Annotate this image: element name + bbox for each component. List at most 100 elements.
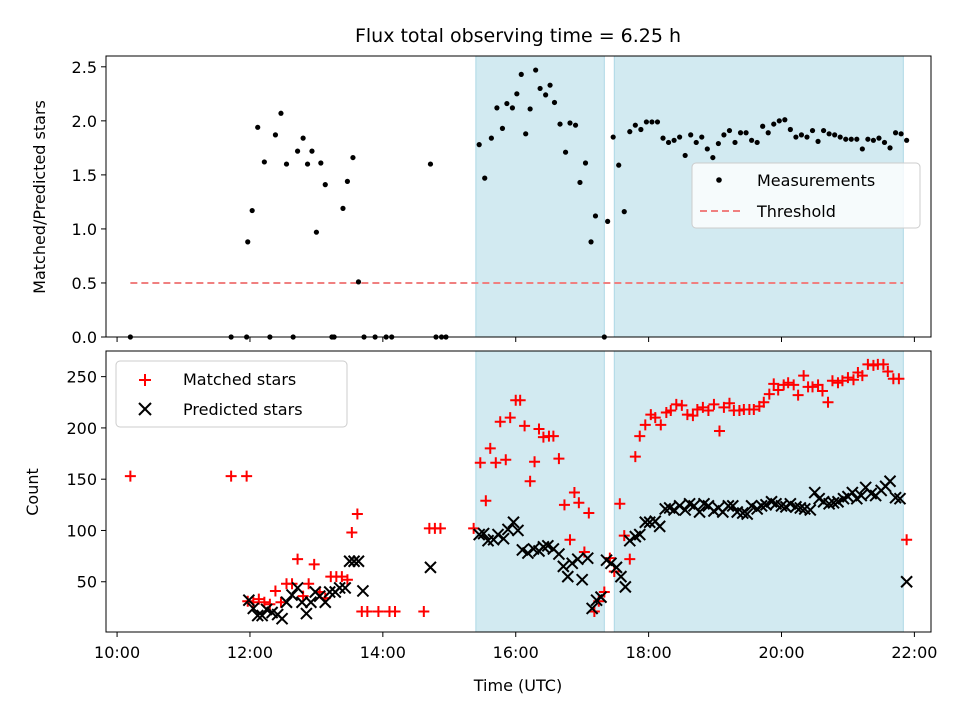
measurement-point bbox=[671, 137, 677, 143]
measurement-point bbox=[588, 239, 594, 245]
predicted-star-point bbox=[566, 557, 579, 570]
measurement-point bbox=[704, 146, 710, 152]
measurement-point bbox=[533, 67, 539, 73]
measurement-point bbox=[300, 135, 306, 141]
measurement-point bbox=[562, 149, 569, 155]
measurement-point bbox=[427, 161, 434, 167]
matched-star-point bbox=[687, 410, 699, 422]
observing-window bbox=[475, 55, 605, 338]
top-legend: Measurements Threshold bbox=[691, 162, 921, 229]
measurement-point bbox=[749, 137, 755, 143]
measurement-point bbox=[654, 119, 661, 125]
predicted-star-point bbox=[537, 540, 550, 554]
predicted-star-point bbox=[693, 505, 706, 519]
measurement-point bbox=[804, 134, 810, 140]
legend-predicted-label: Predicted stars bbox=[183, 400, 303, 419]
measurement-point bbox=[892, 130, 899, 136]
measurement-point bbox=[537, 85, 543, 92]
matched-star-point bbox=[303, 578, 315, 590]
measurement-point bbox=[887, 145, 893, 151]
matched-star-point bbox=[418, 605, 430, 617]
predicted-star-point bbox=[300, 607, 313, 620]
predicted-star-point bbox=[575, 573, 589, 586]
measurement-point bbox=[355, 279, 362, 285]
matched-star-point bbox=[494, 416, 506, 428]
predicted-star-point bbox=[736, 506, 749, 520]
matched-star-point bbox=[758, 396, 770, 408]
predicted-star-point bbox=[889, 491, 902, 504]
bottom-legend: Matched stars Predicted stars bbox=[115, 360, 348, 428]
x-tick-label: 10:00 bbox=[94, 643, 140, 662]
x-tick-label: 18:00 bbox=[626, 643, 672, 662]
predicted-star-point bbox=[552, 547, 566, 561]
measurement-point bbox=[255, 124, 261, 130]
predicted-star-point bbox=[338, 581, 352, 595]
matched-star-point bbox=[484, 442, 496, 454]
legend-predicted-marker bbox=[138, 402, 152, 416]
measurement-point bbox=[632, 122, 638, 128]
matched-star-point bbox=[529, 456, 541, 468]
predicted-star-point bbox=[511, 524, 525, 537]
measurement-point bbox=[776, 118, 782, 124]
matched-star-point bbox=[847, 374, 859, 386]
x-tick-label: 16:00 bbox=[493, 643, 539, 662]
measurement-point bbox=[693, 139, 699, 146]
measurement-point bbox=[721, 132, 727, 138]
bottom-panel: 50 100 150 200 250 10:00 12:00 14:00 16:00 18:00… bbox=[23, 350, 937, 695]
measurement-point bbox=[322, 182, 328, 188]
measurement-point bbox=[881, 139, 888, 146]
matched-star-point bbox=[361, 605, 373, 617]
matched-star-point bbox=[533, 423, 545, 435]
matched-star-point bbox=[573, 497, 585, 509]
predicted-star-point bbox=[653, 520, 666, 533]
predicted-star-point bbox=[477, 527, 490, 540]
matched-star-point bbox=[768, 378, 780, 390]
matched-star-point bbox=[389, 605, 401, 617]
observing-window bbox=[613, 350, 904, 633]
measurement-point bbox=[732, 139, 738, 146]
measurement-point bbox=[876, 135, 882, 141]
matched-star-point bbox=[713, 425, 725, 437]
matched-star-point bbox=[788, 379, 800, 391]
measurement-point bbox=[272, 132, 279, 138]
measurement-point bbox=[649, 119, 655, 125]
predicted-star-point bbox=[614, 570, 628, 583]
matched-star-point bbox=[862, 358, 874, 370]
measurement-point bbox=[577, 179, 583, 186]
matched-star-point bbox=[649, 412, 661, 424]
measurement-point bbox=[848, 136, 854, 142]
legend-matched-marker bbox=[139, 374, 151, 386]
matched-star-point bbox=[702, 404, 714, 416]
measurement-point bbox=[865, 136, 871, 142]
measurement-point bbox=[509, 105, 516, 111]
measurement-point bbox=[592, 213, 599, 219]
measurement-point bbox=[737, 130, 744, 136]
matched-star-point bbox=[524, 475, 536, 487]
predicted-star-point bbox=[497, 532, 510, 545]
predicted-star-point bbox=[557, 560, 570, 573]
measurement-point bbox=[699, 134, 705, 140]
matched-star-point bbox=[564, 534, 576, 546]
matched-star-point bbox=[434, 522, 446, 534]
measurement-point bbox=[344, 178, 351, 184]
measurement-point bbox=[798, 132, 805, 138]
predicted-star-point bbox=[667, 503, 681, 517]
measurement-point bbox=[494, 105, 500, 111]
observing-window bbox=[475, 350, 605, 633]
measurement-point bbox=[815, 138, 821, 144]
x-tick-label: 22:00 bbox=[891, 643, 937, 662]
predicted-star-point bbox=[521, 546, 535, 560]
matched-star-point bbox=[782, 377, 794, 389]
matched-star-point bbox=[351, 508, 363, 520]
measurement-point bbox=[350, 154, 356, 161]
matched-star-point bbox=[670, 398, 682, 410]
predicted-star-point bbox=[561, 570, 574, 583]
predicted-star-point bbox=[755, 499, 768, 513]
matched-star-point bbox=[253, 593, 265, 605]
matched-star-point bbox=[634, 430, 646, 442]
matched-star-point bbox=[882, 366, 894, 378]
matched-star-point bbox=[748, 403, 760, 415]
predicted-star-point bbox=[900, 575, 913, 588]
matched-star-point bbox=[681, 409, 693, 421]
predicted-star-point bbox=[893, 492, 907, 505]
